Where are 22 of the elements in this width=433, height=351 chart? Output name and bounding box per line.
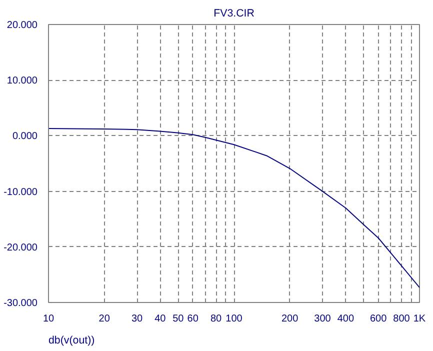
x-tick-label: 600 — [370, 314, 388, 324]
x-tick-label: 800 — [393, 314, 410, 324]
y-tick-label: 20.000 — [6, 20, 38, 31]
x-tick-label: 100 — [226, 314, 243, 324]
chart-title: FV3.CIR — [214, 8, 255, 20]
y-tick-label: -20.000 — [4, 242, 38, 254]
y-tick-label: 0.000 — [12, 131, 38, 142]
y-tick-label: 10.000 — [6, 76, 38, 87]
x-tick-label: 50 — [172, 314, 184, 324]
x-tick-label: 1K — [413, 314, 426, 324]
y-tick-label: -30.000 — [4, 298, 38, 309]
x-tick-label: 60 — [187, 314, 199, 324]
x-tick-label: 400 — [337, 314, 354, 324]
x-tick-label: 10 — [42, 314, 54, 324]
x-tick-label: 40 — [154, 314, 166, 324]
x-tick-label: 300 — [314, 314, 332, 324]
x-tick-label: 30 — [131, 314, 144, 324]
x-axis-title: db(v(out)) — [48, 334, 95, 346]
x-tick-label: 200 — [282, 314, 299, 324]
x-tick-label: 20 — [98, 314, 110, 324]
x-tick-label: 80 — [210, 314, 222, 324]
y-tick-label: -10.000 — [4, 186, 38, 198]
